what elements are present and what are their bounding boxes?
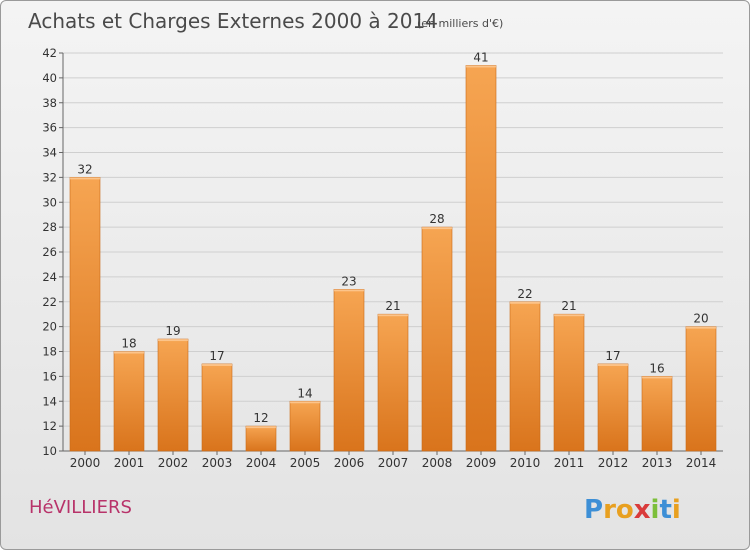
- y-tick-label: 42: [42, 46, 57, 60]
- value-label: 32: [77, 162, 92, 176]
- x-tick-label: 2012: [598, 456, 629, 470]
- bar-2008: [421, 226, 453, 452]
- bar-2000: [69, 177, 101, 452]
- bar-2010: [509, 301, 541, 452]
- value-label: 28: [429, 212, 444, 226]
- brand-letter: i: [651, 495, 660, 525]
- y-tick-label: 26: [42, 245, 57, 259]
- bar-highlight: [334, 289, 364, 292]
- bar-2004: [245, 425, 277, 452]
- value-label: 14: [297, 386, 312, 400]
- x-tick-label: 2008: [422, 456, 453, 470]
- y-tick-label: 32: [42, 170, 57, 184]
- y-tick-label: 16: [42, 369, 57, 383]
- commune-name: HéVILLIERS: [29, 497, 132, 518]
- value-label: 21: [561, 299, 576, 313]
- bar-2003: [201, 363, 233, 452]
- value-label: 12: [253, 411, 268, 425]
- y-tick-label: 36: [42, 121, 57, 135]
- x-tick-label: 2004: [246, 456, 277, 470]
- proxiti-logo: Proxiti: [584, 495, 681, 525]
- bar-highlight: [70, 177, 100, 180]
- bar-2001: [113, 351, 145, 452]
- y-tick-label: 40: [42, 71, 57, 85]
- bar-highlight: [466, 65, 496, 68]
- y-tick-label: 24: [42, 270, 57, 284]
- value-label: 18: [121, 337, 136, 351]
- brand-letter: x: [634, 495, 651, 525]
- x-tick-label: 2007: [378, 456, 409, 470]
- y-tick-label: 12: [42, 419, 57, 433]
- bar-highlight: [158, 339, 188, 342]
- bar-highlight: [598, 363, 628, 366]
- chart-title: Achats et Charges Externes 2000 à 2014: [28, 9, 438, 33]
- value-label: 22: [517, 287, 532, 301]
- brand-letter: r: [603, 495, 616, 525]
- value-label: 17: [605, 349, 620, 363]
- bar-2011: [553, 313, 585, 452]
- value-label: 16: [649, 361, 664, 375]
- brand-letter: t: [659, 495, 671, 525]
- bar-2013: [641, 376, 673, 452]
- bar-highlight: [378, 314, 408, 317]
- x-tick-label: 2006: [334, 456, 365, 470]
- y-tick-label: 38: [42, 96, 57, 110]
- x-tick-label: 2010: [510, 456, 541, 470]
- x-tick-label: 2005: [290, 456, 321, 470]
- x-tick-label: 2001: [114, 456, 145, 470]
- proxiti-wordmark: Proxiti: [584, 495, 681, 525]
- bar-highlight: [510, 301, 540, 304]
- bar-highlight: [686, 326, 716, 329]
- x-tick-label: 2014: [686, 456, 717, 470]
- y-tick-label: 14: [42, 394, 57, 408]
- y-tick-label: 18: [42, 345, 57, 359]
- y-tick-label: 10: [42, 444, 57, 458]
- value-labels: 32 18 19 17 12 14 23 21 28 41 22 21 17 16 20: [77, 50, 708, 425]
- x-tick-label: 2009: [466, 456, 497, 470]
- y-tick-label: 22: [42, 295, 57, 309]
- chart-subtitle: (en milliers d'€): [417, 17, 503, 30]
- y-tick-label: 20: [42, 320, 57, 334]
- bar-highlight: [114, 351, 144, 354]
- y-tick-label: 30: [42, 195, 57, 209]
- bar-highlight: [422, 227, 452, 230]
- bar-2002: [157, 338, 189, 452]
- bar-2006: [333, 289, 365, 452]
- value-label: 21: [385, 299, 400, 313]
- y-tick-label: 28: [42, 220, 57, 234]
- brand-letter: P: [584, 495, 603, 525]
- bar-highlight: [642, 376, 672, 379]
- x-tick-label: 2011: [554, 456, 585, 470]
- value-label: 17: [209, 349, 224, 363]
- x-tick-label: 2003: [202, 456, 233, 470]
- brand-letter: i: [672, 495, 681, 525]
- value-label: 23: [341, 274, 356, 288]
- x-tick-label: 2013: [642, 456, 673, 470]
- bar-2014: [685, 326, 717, 452]
- x-tick-label: 2002: [158, 456, 189, 470]
- value-label: 41: [473, 50, 488, 64]
- bar-2005: [289, 400, 321, 452]
- value-label: 20: [693, 312, 708, 326]
- bars: [69, 65, 717, 452]
- y-tick-label: 34: [42, 146, 57, 160]
- x-tick-label: 2000: [70, 456, 101, 470]
- bar-highlight: [246, 426, 276, 429]
- bar-highlight: [290, 401, 320, 404]
- bar-highlight: [202, 363, 232, 366]
- brand-letter: o: [616, 495, 634, 525]
- bar-highlight: [554, 314, 584, 317]
- bar-2007: [377, 313, 409, 452]
- bar-2012: [597, 363, 629, 452]
- bar-2009: [465, 65, 497, 452]
- value-label: 19: [165, 324, 180, 338]
